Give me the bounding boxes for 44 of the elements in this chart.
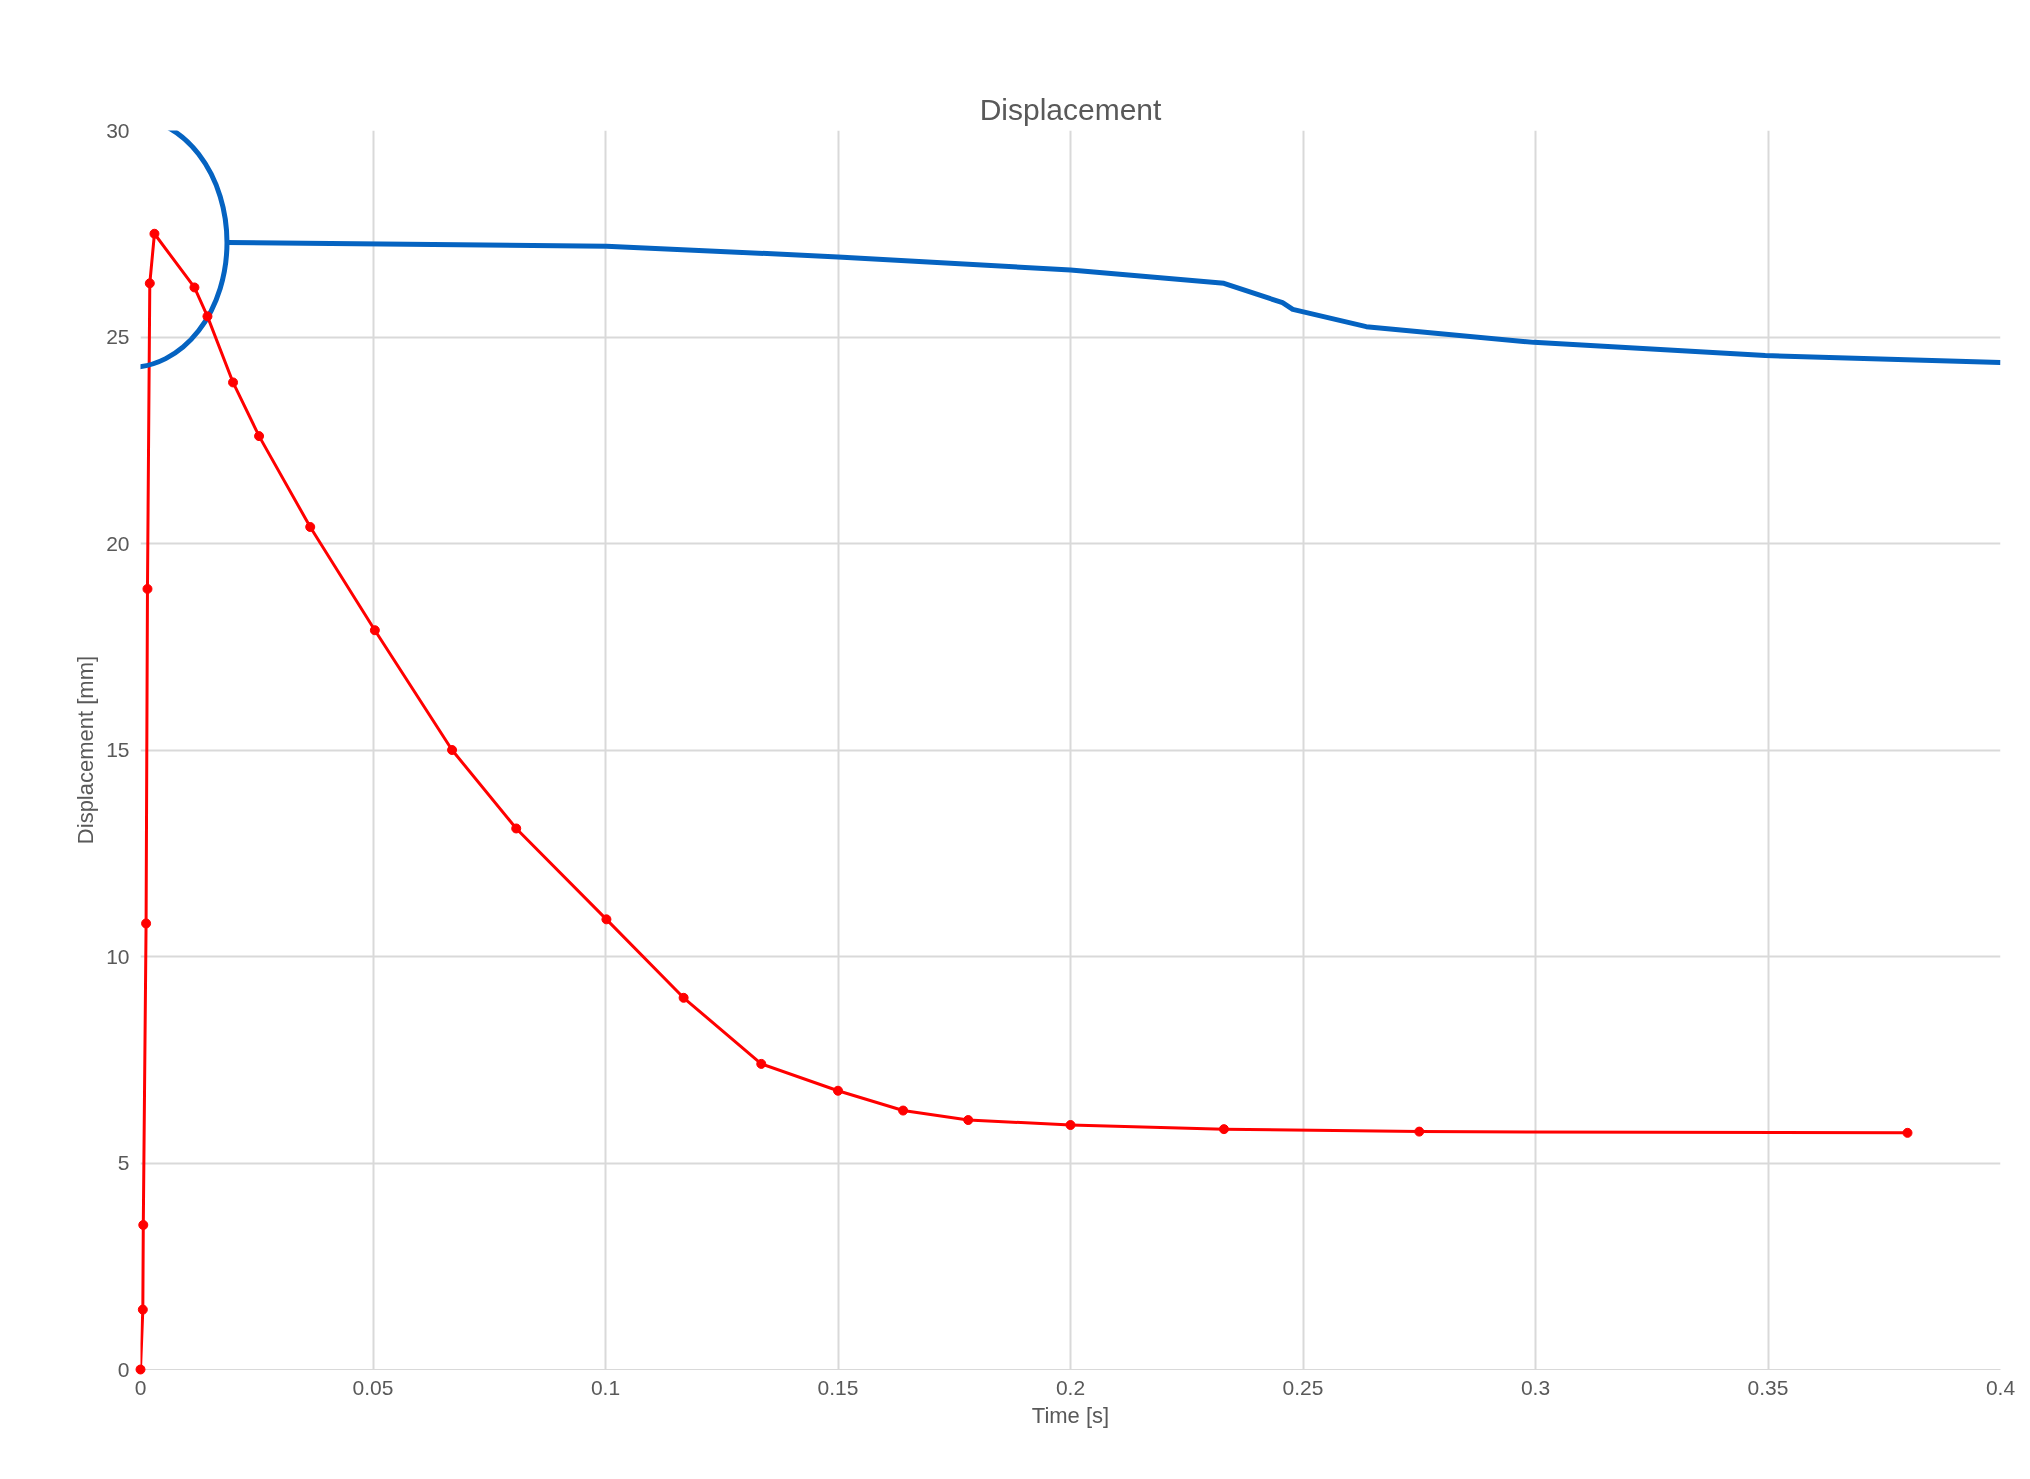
point [756,1058,767,1069]
y-tick-label: 5 [117,1151,130,1174]
point [447,745,458,755]
chart-title: Displacement [979,92,1163,126]
x-tick-label: 0.4 [1985,1375,2016,1399]
point [254,431,265,442]
point [369,625,380,636]
point [833,1085,843,1096]
point [898,1105,909,1116]
x-tick-label: 0.25 [1282,1375,1324,1399]
point [1414,1126,1425,1137]
point [189,282,200,293]
x-tick-label: 0.2 [1055,1375,1086,1399]
x-axis-title: Time [s] [1031,1402,1110,1428]
point [601,914,612,925]
x-tick-label: 0 [134,1375,147,1399]
point [135,1364,146,1375]
point [137,1304,148,1315]
point [142,583,153,594]
x-tick-label: 0.15 [817,1375,859,1399]
point [678,992,689,1003]
point [228,377,239,388]
y-tick-label: 25 [106,325,130,348]
y-tick-label: 20 [106,531,130,555]
point [511,823,522,834]
x-tick-label: 0.1 [590,1375,621,1399]
point [202,311,213,322]
point [149,228,160,239]
point [963,1115,974,1126]
y-tick-label: 15 [106,738,130,761]
y-tick-label: 30 [106,118,130,142]
x-tick-label: 0.35 [1747,1375,1789,1399]
point [305,521,316,532]
y-tick-label: 0 [117,1357,130,1381]
point [141,918,152,929]
point [1218,1124,1229,1135]
y-axis-title: Displacement [mm] [73,655,99,845]
x-tick-label: 0.05 [352,1375,394,1399]
point [1065,1120,1076,1130]
point [1902,1127,1913,1138]
point [138,1219,149,1230]
y-tick-label: 10 [106,944,130,968]
x-tick-label: 0.3 [1520,1375,1551,1399]
point [144,278,155,289]
